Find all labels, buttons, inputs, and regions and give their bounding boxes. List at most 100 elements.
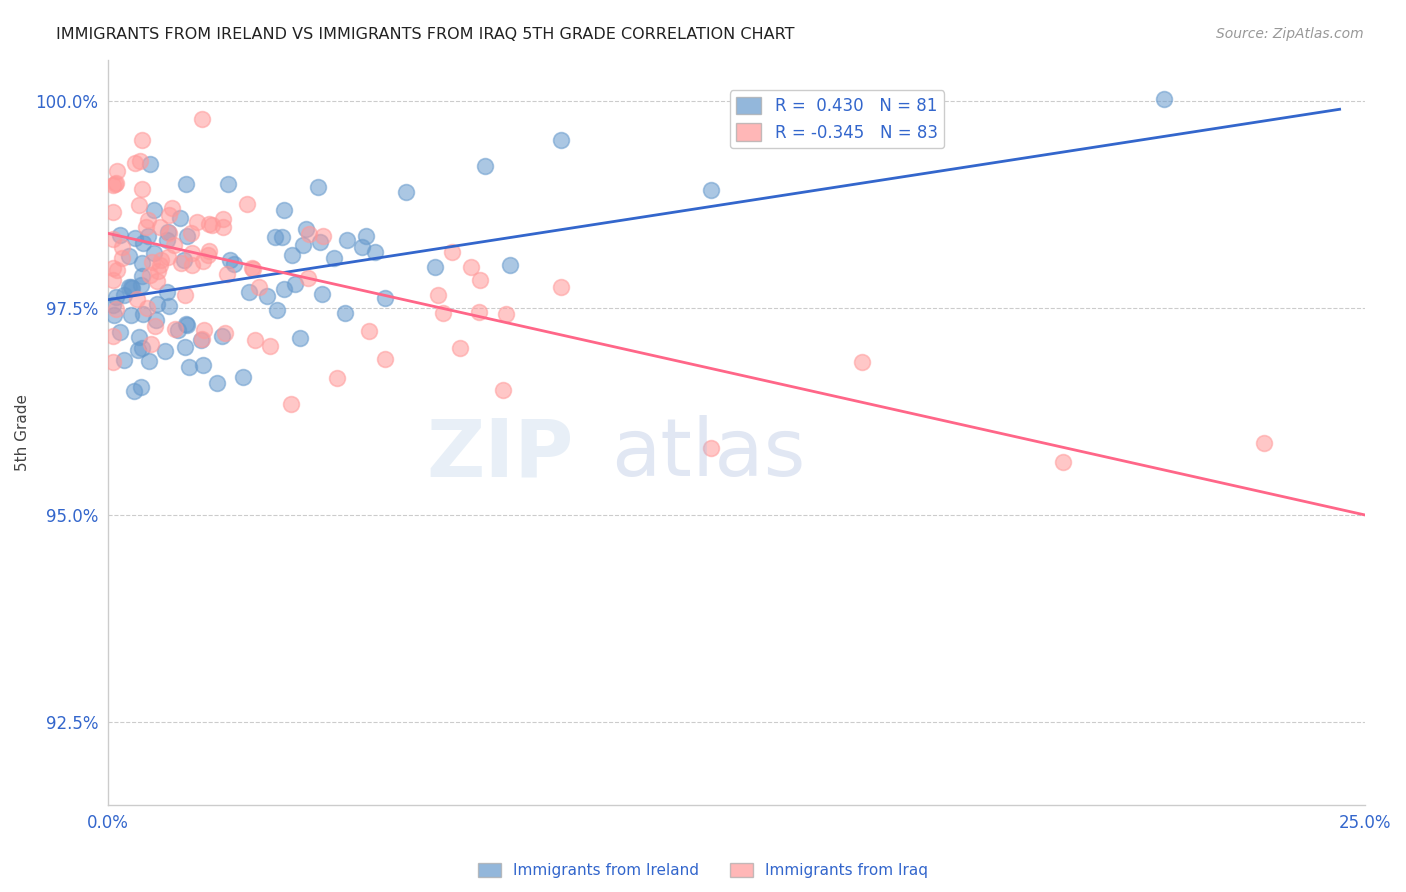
Point bbox=[143, 203, 166, 218]
Point bbox=[103, 273, 125, 287]
Point bbox=[468, 273, 491, 287]
Point bbox=[212, 220, 235, 235]
Point bbox=[238, 285, 260, 299]
Point bbox=[215, 267, 238, 281]
Point bbox=[170, 256, 193, 270]
Point bbox=[131, 341, 153, 355]
Point bbox=[323, 252, 346, 266]
Point bbox=[191, 112, 214, 126]
Point bbox=[121, 281, 143, 295]
Point bbox=[173, 253, 195, 268]
Point bbox=[111, 251, 134, 265]
Point bbox=[131, 255, 153, 269]
Point bbox=[105, 164, 128, 178]
Point bbox=[103, 328, 125, 343]
Point bbox=[359, 325, 381, 339]
Point bbox=[186, 215, 208, 229]
Point bbox=[174, 340, 197, 354]
Point bbox=[122, 384, 145, 398]
Point bbox=[198, 217, 221, 231]
Point bbox=[333, 306, 356, 320]
Point bbox=[128, 329, 150, 343]
Point bbox=[259, 339, 281, 353]
Point bbox=[174, 177, 197, 191]
Point bbox=[104, 290, 127, 304]
Point bbox=[110, 228, 132, 243]
Point bbox=[111, 240, 134, 254]
Point bbox=[222, 257, 245, 271]
Point bbox=[851, 355, 873, 369]
Point bbox=[423, 260, 446, 274]
Point bbox=[495, 308, 517, 322]
Point bbox=[335, 233, 357, 247]
Point bbox=[138, 268, 160, 282]
Point bbox=[291, 237, 314, 252]
Point bbox=[155, 344, 177, 359]
Point bbox=[146, 264, 169, 278]
Point bbox=[309, 235, 332, 249]
Point bbox=[492, 383, 515, 397]
Point bbox=[145, 297, 167, 311]
Point bbox=[103, 309, 125, 323]
Point bbox=[191, 254, 214, 268]
Point bbox=[354, 229, 377, 244]
Point bbox=[284, 277, 307, 292]
Legend: R =  0.430   N = 81, R = -0.345   N = 83: R = 0.430 N = 81, R = -0.345 N = 83 bbox=[730, 90, 945, 148]
Point bbox=[103, 232, 125, 246]
Point bbox=[298, 227, 321, 242]
Point bbox=[103, 298, 125, 312]
Point bbox=[280, 397, 302, 411]
Point bbox=[364, 245, 387, 260]
Point bbox=[118, 280, 141, 294]
Point bbox=[181, 245, 204, 260]
Point bbox=[156, 285, 179, 299]
Point bbox=[1052, 455, 1074, 469]
Point bbox=[374, 352, 396, 367]
Point bbox=[449, 341, 471, 355]
Point bbox=[145, 313, 167, 327]
Point bbox=[141, 336, 163, 351]
Point bbox=[157, 299, 180, 313]
Point bbox=[124, 231, 146, 245]
Point bbox=[103, 261, 125, 276]
Point bbox=[112, 353, 135, 368]
Point bbox=[307, 180, 329, 194]
Point bbox=[136, 228, 159, 243]
Point bbox=[240, 260, 263, 275]
Point bbox=[128, 198, 150, 212]
Point bbox=[700, 183, 723, 197]
Point bbox=[207, 376, 229, 391]
Point bbox=[105, 262, 128, 277]
Point bbox=[211, 329, 233, 343]
Point bbox=[131, 268, 153, 283]
Point bbox=[138, 354, 160, 368]
Point bbox=[117, 249, 139, 263]
Point bbox=[211, 211, 233, 226]
Point bbox=[149, 220, 172, 235]
Text: Source: ZipAtlas.com: Source: ZipAtlas.com bbox=[1216, 27, 1364, 41]
Point bbox=[131, 182, 153, 196]
Point bbox=[273, 282, 295, 296]
Point bbox=[193, 323, 215, 337]
Point bbox=[136, 213, 159, 227]
Point bbox=[460, 260, 482, 275]
Point bbox=[243, 333, 266, 347]
Point bbox=[131, 133, 153, 147]
Point bbox=[145, 319, 167, 334]
Point bbox=[232, 370, 254, 384]
Point bbox=[326, 370, 349, 384]
Point bbox=[242, 261, 264, 276]
Point bbox=[474, 159, 496, 173]
Point bbox=[256, 289, 278, 303]
Point bbox=[236, 197, 259, 211]
Point bbox=[167, 323, 190, 337]
Point bbox=[190, 333, 212, 347]
Point bbox=[700, 442, 723, 456]
Point bbox=[432, 306, 454, 320]
Point bbox=[149, 258, 172, 272]
Point bbox=[103, 178, 125, 192]
Point bbox=[395, 185, 418, 199]
Point bbox=[105, 302, 128, 317]
Point bbox=[288, 331, 311, 345]
Text: IMMIGRANTS FROM IRELAND VS IMMIGRANTS FROM IRAQ 5TH GRADE CORRELATION CHART: IMMIGRANTS FROM IRELAND VS IMMIGRANTS FR… bbox=[56, 27, 794, 42]
